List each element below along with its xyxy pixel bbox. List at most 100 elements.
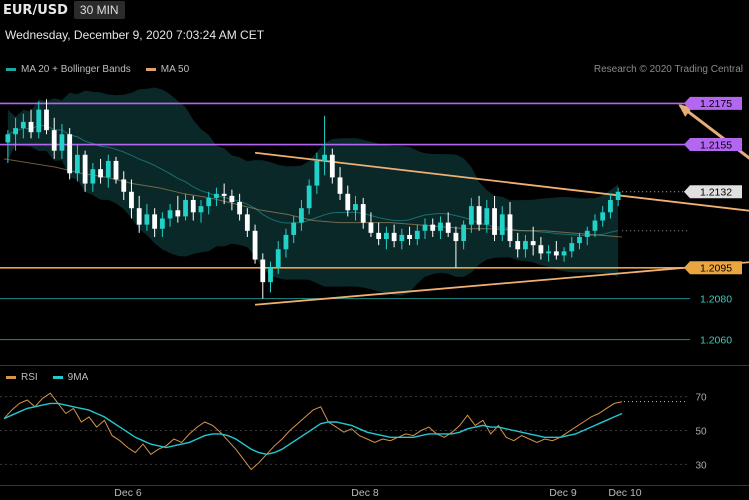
chart-header: EUR/USD 30 MIN (0, 0, 125, 20)
price-label-text: 1.2175 (700, 98, 732, 110)
candle-body (206, 197, 212, 207)
datetime-label: Wednesday, December 9, 2020 7:03:24 AM C… (5, 28, 265, 42)
candle-body (314, 160, 320, 186)
candle-body (461, 224, 467, 242)
candle-body (608, 199, 613, 213)
candle-body (546, 251, 552, 254)
bollinger-band-fill (7, 87, 619, 296)
price-label-text: 1.2155 (700, 139, 732, 151)
candles-group (5, 99, 621, 299)
legend-label-ma50: MA 50 (160, 64, 190, 75)
legend-swatch-ma20 (6, 68, 16, 71)
candle-body (515, 241, 521, 250)
price-label: 1.2060 (700, 334, 732, 346)
candle-body (82, 154, 88, 184)
candle-body (561, 251, 567, 256)
price-label-bg (684, 185, 742, 199)
legend-swatch-ma50 (145, 68, 156, 71)
candle-body (360, 204, 366, 223)
candle-body (260, 259, 266, 283)
candle-body (105, 160, 111, 178)
candle-body (214, 193, 219, 198)
candle-body (121, 179, 127, 192)
candle-body (13, 128, 18, 135)
x-tick-label: Dec 8 (351, 487, 379, 499)
candle-body (275, 249, 281, 268)
price-label: 1.2095 (684, 261, 742, 275)
price-label: 1.2080 (700, 293, 732, 305)
candle-body (584, 230, 590, 237)
candle-body (345, 193, 351, 211)
candle-body (414, 230, 420, 240)
legend-label-ma20: MA 20 + Bollinger Bands (21, 64, 131, 75)
legend-label-9ma: 9MA (67, 372, 89, 383)
candle-body (159, 218, 165, 229)
candle-body (306, 185, 312, 209)
candle-body (36, 109, 42, 133)
candle-body (484, 208, 490, 225)
triangle-upper-line (254, 151, 749, 212)
candle-body (167, 210, 173, 219)
credit-label: Research © 2020 Trading Central (593, 64, 743, 75)
candle-body (90, 169, 96, 184)
candle-body (492, 208, 497, 235)
candle-body (5, 134, 11, 143)
candle-body (353, 204, 358, 211)
x-tick-label: Dec 6 (114, 487, 142, 499)
candle-body (468, 206, 474, 225)
candle-body (59, 134, 65, 151)
rsi-tick-label: 30 (695, 460, 707, 471)
price-label-text: 1.2132 (700, 187, 732, 199)
symbol-label: EUR/USD (3, 2, 68, 18)
candle-body (322, 154, 327, 161)
candle-body (152, 214, 158, 229)
candle-body (28, 121, 34, 133)
rsi-line (3, 392, 623, 471)
candle-body (600, 212, 606, 221)
candle-body (67, 134, 73, 174)
legend-swatch-rsi (6, 376, 16, 379)
candle-body (175, 210, 181, 217)
candle-body (476, 206, 482, 225)
price-label-text: 1.2095 (700, 263, 732, 275)
price-label-text: 1.2080 (700, 293, 732, 305)
candle-body (407, 234, 412, 240)
candle-body (283, 234, 289, 250)
candle-body (507, 214, 513, 242)
candle-body (538, 245, 544, 254)
price-label-bg (684, 96, 742, 110)
legend-swatch-9ma (52, 376, 63, 379)
candle-body (453, 232, 459, 242)
ma50-line (3, 158, 623, 238)
x-tick-label: Dec 10 (608, 487, 641, 499)
candle-body (523, 241, 528, 250)
price-label: 1.2155 (684, 138, 742, 151)
price-label: 1.2132 (684, 185, 742, 199)
price-label-bg (684, 261, 742, 275)
candle-body (51, 130, 57, 151)
ma20-line (7, 124, 619, 236)
x-tick-label: Dec 9 (549, 487, 577, 499)
candle-body (299, 208, 304, 223)
candle-body (438, 222, 443, 231)
candle-body (20, 121, 26, 129)
candle-body (229, 195, 235, 203)
candle-body (190, 199, 196, 213)
candle-body (615, 191, 621, 200)
candle-body (237, 202, 243, 215)
candle-body (337, 177, 343, 194)
candle-body (136, 208, 142, 225)
candle-body (113, 160, 119, 180)
candle-body (183, 199, 188, 217)
rsi-tick-label: 70 (695, 393, 707, 404)
candle-body (74, 154, 80, 174)
candle-body (399, 234, 405, 242)
candle-body (391, 232, 397, 242)
candle-body (221, 193, 227, 196)
timeframe-badge[interactable]: 30 MIN (73, 1, 125, 19)
candle-body (383, 232, 389, 240)
price-label-text: 1.2060 (700, 334, 732, 346)
candle-body (268, 267, 273, 283)
candle-body (368, 222, 374, 233)
